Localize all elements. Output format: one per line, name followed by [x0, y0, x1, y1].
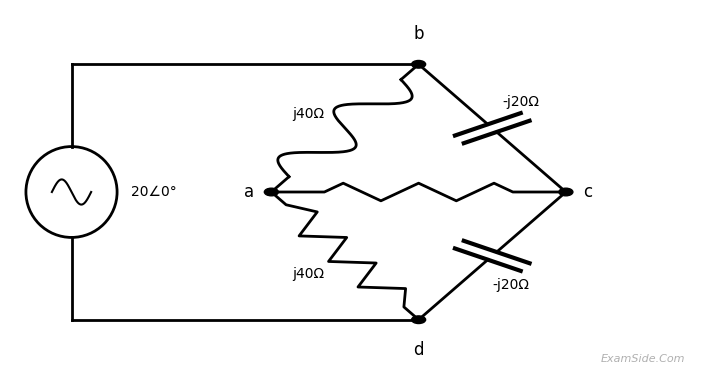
- Text: c: c: [584, 183, 593, 201]
- Text: j40Ω: j40Ω: [292, 267, 325, 281]
- Circle shape: [412, 60, 426, 68]
- Text: -j20Ω: -j20Ω: [503, 95, 540, 109]
- Text: b: b: [413, 25, 424, 43]
- Circle shape: [559, 188, 573, 196]
- Text: 20∠0°: 20∠0°: [131, 185, 177, 199]
- Text: a: a: [244, 183, 254, 201]
- Text: j40Ω: j40Ω: [292, 107, 325, 121]
- Circle shape: [412, 316, 426, 324]
- Text: d: d: [413, 341, 424, 359]
- Text: ExamSide.Com: ExamSide.Com: [601, 354, 685, 364]
- Text: -j20Ω: -j20Ω: [492, 278, 529, 292]
- Circle shape: [264, 188, 278, 196]
